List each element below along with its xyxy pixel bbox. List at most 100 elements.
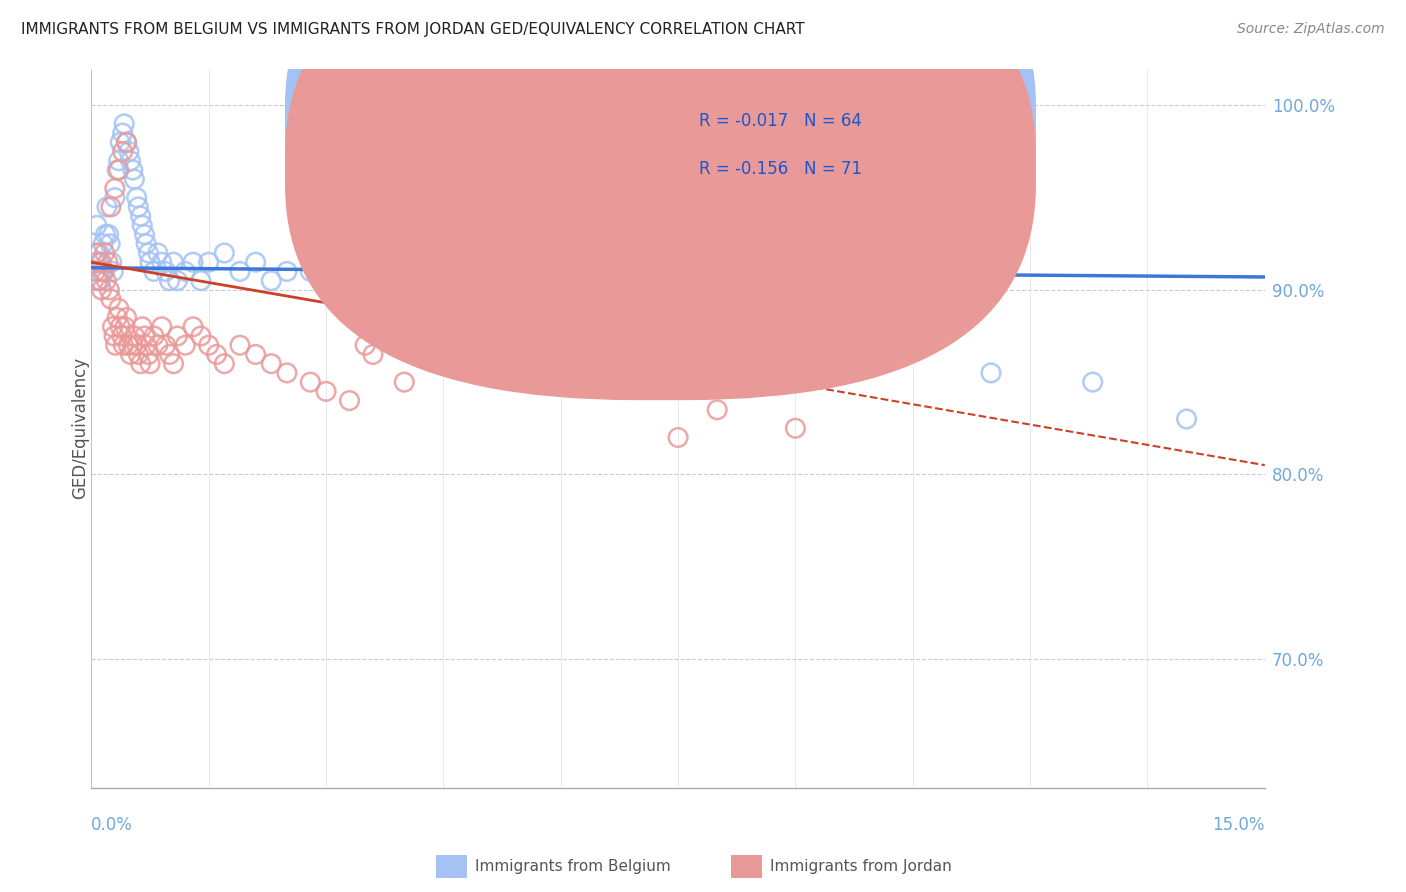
Point bbox=[104, 338, 127, 352]
Point bbox=[138, 246, 160, 260]
Point bbox=[260, 357, 283, 371]
Point bbox=[432, 357, 454, 371]
Point bbox=[129, 209, 152, 223]
Point bbox=[394, 310, 416, 325]
Point bbox=[96, 200, 118, 214]
Text: IMMIGRANTS FROM BELGIUM VS IMMIGRANTS FROM JORDAN GED/EQUIVALENCY CORRELATION CH: IMMIGRANTS FROM BELGIUM VS IMMIGRANTS FR… bbox=[21, 22, 804, 37]
Point bbox=[361, 301, 384, 316]
Point bbox=[142, 329, 165, 343]
Point bbox=[432, 319, 454, 334]
Point bbox=[115, 136, 138, 150]
Point bbox=[111, 145, 134, 159]
Point bbox=[354, 338, 377, 352]
Point bbox=[1081, 375, 1104, 389]
Point bbox=[214, 246, 236, 260]
Point bbox=[94, 227, 117, 242]
Point bbox=[245, 347, 267, 361]
Point bbox=[330, 283, 353, 297]
Point bbox=[131, 319, 153, 334]
Point bbox=[471, 366, 494, 380]
Point bbox=[90, 274, 112, 288]
Point bbox=[471, 301, 494, 316]
Point bbox=[110, 319, 132, 334]
Point bbox=[276, 264, 298, 278]
Point bbox=[127, 200, 149, 214]
Point bbox=[197, 255, 219, 269]
Point bbox=[315, 384, 337, 399]
Text: 15.0%: 15.0% bbox=[1212, 815, 1265, 834]
Point bbox=[550, 338, 572, 352]
Point bbox=[155, 264, 177, 278]
Text: Immigrants from Jordan: Immigrants from Jordan bbox=[770, 859, 952, 873]
Point bbox=[86, 246, 108, 260]
Point bbox=[100, 200, 122, 214]
Point bbox=[181, 255, 204, 269]
Point bbox=[112, 338, 135, 352]
Point bbox=[93, 246, 115, 260]
Point bbox=[124, 172, 146, 186]
Point bbox=[150, 255, 173, 269]
Point bbox=[1175, 412, 1198, 426]
Point bbox=[245, 255, 267, 269]
Point bbox=[134, 227, 156, 242]
Point bbox=[89, 246, 111, 260]
Point bbox=[361, 347, 384, 361]
Point bbox=[589, 255, 612, 269]
Point bbox=[131, 219, 153, 233]
Point bbox=[98, 236, 121, 251]
Point bbox=[107, 301, 129, 316]
Point bbox=[91, 236, 114, 251]
Point bbox=[139, 255, 162, 269]
Point bbox=[86, 219, 108, 233]
Point bbox=[91, 264, 114, 278]
Point bbox=[276, 366, 298, 380]
Point bbox=[129, 357, 152, 371]
Point bbox=[174, 264, 197, 278]
Text: Source: ZipAtlas.com: Source: ZipAtlas.com bbox=[1237, 22, 1385, 37]
Point bbox=[101, 319, 124, 334]
Point bbox=[115, 136, 138, 150]
Point bbox=[138, 347, 160, 361]
Point bbox=[104, 191, 127, 205]
Point bbox=[107, 163, 129, 178]
Point bbox=[118, 145, 141, 159]
Point bbox=[166, 274, 188, 288]
FancyBboxPatch shape bbox=[620, 87, 1007, 205]
Point bbox=[135, 236, 157, 251]
Text: Immigrants from Belgium: Immigrants from Belgium bbox=[475, 859, 671, 873]
Point bbox=[97, 227, 120, 242]
Point bbox=[146, 246, 169, 260]
Point bbox=[785, 338, 807, 352]
Point bbox=[84, 255, 107, 269]
Point bbox=[980, 366, 1002, 380]
Point bbox=[127, 347, 149, 361]
Point bbox=[107, 153, 129, 168]
Point bbox=[111, 329, 134, 343]
Point bbox=[190, 329, 212, 343]
Point bbox=[146, 338, 169, 352]
Point bbox=[115, 310, 138, 325]
Point bbox=[666, 430, 689, 444]
Point bbox=[785, 421, 807, 435]
Point bbox=[84, 264, 107, 278]
Point bbox=[135, 338, 157, 352]
Point bbox=[214, 357, 236, 371]
Point bbox=[159, 274, 181, 288]
Text: 0.0%: 0.0% bbox=[91, 815, 134, 834]
Point bbox=[150, 319, 173, 334]
Point bbox=[89, 255, 111, 269]
Point bbox=[394, 375, 416, 389]
Point bbox=[339, 393, 361, 408]
Point bbox=[105, 163, 128, 178]
Point bbox=[125, 191, 148, 205]
Point bbox=[89, 264, 111, 278]
Point bbox=[100, 255, 122, 269]
Point bbox=[190, 274, 212, 288]
Text: R = -0.017   N = 64: R = -0.017 N = 64 bbox=[699, 112, 862, 130]
Point bbox=[98, 283, 121, 297]
Point bbox=[159, 347, 181, 361]
Point bbox=[104, 181, 127, 195]
Point bbox=[124, 329, 146, 343]
Point bbox=[111, 126, 134, 140]
Point bbox=[121, 163, 143, 178]
